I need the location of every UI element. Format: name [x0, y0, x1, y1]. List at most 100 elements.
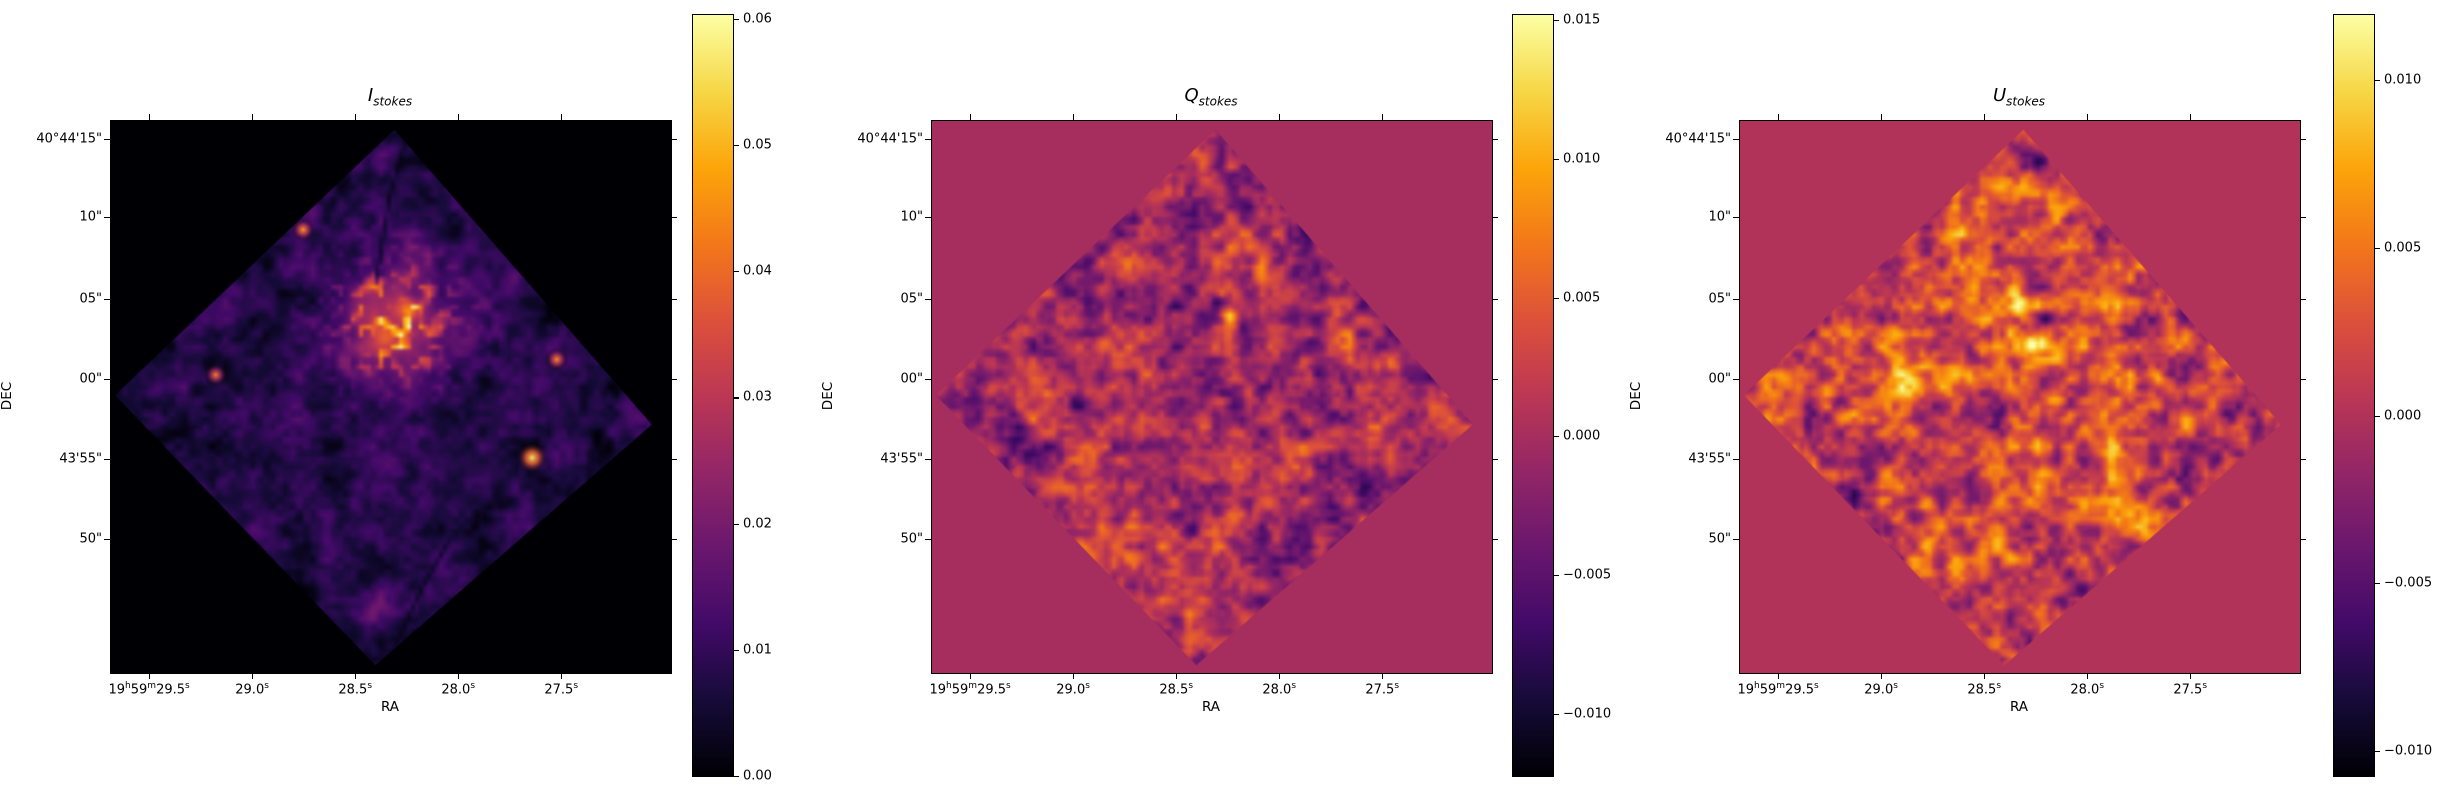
- x-tick-label: 19h59m29.5s: [929, 681, 1011, 698]
- x-tick-mark: [2087, 673, 2089, 679]
- y-tick-mark: [1733, 538, 1739, 541]
- x-tick-mark: [149, 673, 151, 679]
- y-tick-mark: [104, 378, 110, 380]
- colorbar-tick-mark: [733, 397, 739, 399]
- x-tick-label: 29.0s: [1864, 681, 1898, 698]
- y-tick-mark: [671, 298, 677, 300]
- title-subscript: stokes: [2006, 94, 2046, 109]
- x-tick-mark: [970, 673, 972, 679]
- colorbar-tick-mark: [733, 649, 739, 651]
- colorbar-tick-label: 0.010: [2384, 72, 2422, 88]
- y-tick-mark: [671, 139, 677, 141]
- colorbar-tick-mark: [2374, 247, 2380, 249]
- y-tick-label: 43'55": [1688, 451, 1731, 467]
- y-tick-label: 40°44'15": [1665, 131, 1731, 147]
- y-tick-label: 43'55": [59, 451, 102, 467]
- colorbar-tick-mark: [733, 523, 739, 525]
- y-tick-mark: [1733, 139, 1739, 141]
- y-tick-mark: [925, 378, 931, 380]
- colorbar-tick-label: −0.005: [2384, 575, 2433, 591]
- colorbar-tick-label: 0.010: [1563, 151, 1601, 167]
- panel-title-q-stokes: Qstokes: [931, 85, 1491, 109]
- x-tick-mark: [458, 114, 460, 120]
- y-tick-mark: [1492, 217, 1498, 219]
- x-tick-mark: [970, 114, 972, 120]
- y-axis-label: DEC: [0, 381, 15, 411]
- y-tick-mark: [1733, 378, 1739, 380]
- colorbar-tick-label: 0.000: [1563, 428, 1601, 444]
- colorbar-tick-mark: [1553, 297, 1559, 299]
- y-tick-mark: [925, 139, 931, 141]
- colorbar-tick-label: 0.01: [743, 642, 772, 658]
- colorbar-tick-mark: [733, 18, 739, 20]
- colorbar-tick-mark: [1553, 436, 1559, 438]
- colorbar-tick-label: 0.000: [2384, 408, 2422, 423]
- colorbar-tick-label: −0.005: [1563, 567, 1612, 583]
- y-tick-label: 10": [900, 209, 923, 225]
- colorbar-tick-mark: [733, 776, 739, 778]
- colorbar-tick-label: 0.02: [743, 516, 772, 532]
- y-tick-mark: [104, 217, 110, 219]
- panel-i-stokes-plot: 19h59m29.5s 29.0s 28.5s 28.0s 27.5s 40°44'15"…: [36, 114, 677, 697]
- y-tick-label: 50": [1708, 531, 1731, 547]
- y-tick-mark: [2300, 538, 2306, 541]
- colorbar-tick-label: 0.05: [743, 137, 772, 153]
- y-tick-mark: [1492, 139, 1498, 141]
- y-tick-mark: [104, 139, 110, 141]
- y-tick-mark: [1733, 298, 1739, 300]
- colorbar-tick-mark: [1553, 158, 1559, 160]
- y-tick-mark: [1733, 458, 1739, 460]
- x-tick-mark: [1073, 114, 1075, 120]
- colorbar-tick-mark: [733, 145, 739, 147]
- y-tick-mark: [2300, 139, 2306, 141]
- colorbar-tick-mark: [1553, 713, 1559, 715]
- x-tick-mark: [1176, 114, 1178, 120]
- colorbar-tick-label: 0.06: [743, 11, 772, 27]
- stokes-i-image: [111, 121, 671, 673]
- x-tick-mark: [1984, 673, 1986, 679]
- y-tick-mark: [1492, 298, 1498, 300]
- stokes-q-image: [932, 121, 1492, 673]
- y-tick-mark: [104, 538, 110, 541]
- title-main: U: [1992, 85, 2007, 106]
- y-tick-label: 00": [79, 371, 102, 387]
- y-tick-label: 50": [900, 531, 923, 547]
- x-tick-mark: [1382, 673, 1384, 679]
- x-axis-label: RA: [380, 699, 400, 715]
- y-tick-label: 05": [79, 291, 102, 307]
- panel-u-stokes-plot: 19h59m29.5s 29.0s 28.5s 28.0s 27.5s 40°44'15"…: [1665, 114, 2306, 697]
- x-tick-label: 19h59m29.5s: [1737, 681, 1819, 698]
- x-tick-label: 28.5s: [338, 681, 373, 698]
- panel-title-u-stokes: Ustokes: [1739, 85, 2299, 109]
- x-tick-mark: [355, 114, 357, 120]
- title-subscript: stokes: [373, 94, 413, 109]
- y-tick-mark: [671, 538, 677, 541]
- colorbar-tick-mark: [1553, 575, 1559, 577]
- x-tick-label: 19h59m29.5s: [108, 681, 190, 698]
- y-tick-mark: [925, 538, 931, 541]
- y-tick-label: 05": [900, 291, 923, 307]
- x-tick-mark: [1073, 673, 1075, 679]
- x-tick-mark: [2087, 114, 2089, 120]
- y-tick-mark: [1733, 217, 1739, 219]
- y-axis-label: DEC: [1628, 381, 1644, 411]
- x-tick-mark: [1382, 114, 1384, 120]
- x-tick-mark: [458, 673, 460, 679]
- colorbar-tick-mark: [2374, 415, 2380, 417]
- y-tick-label: 00": [1708, 371, 1731, 387]
- colorbar-tick-mark: [733, 271, 739, 273]
- x-tick-label: 28.5s: [1967, 681, 2002, 698]
- x-tick-label: 28.0s: [2070, 681, 2105, 698]
- y-tick-mark: [2300, 298, 2306, 300]
- colorbar-tick-mark: [2374, 79, 2380, 81]
- x-tick-mark: [1279, 114, 1281, 120]
- x-tick-mark: [1778, 673, 1780, 679]
- x-tick-mark: [2190, 114, 2192, 120]
- colorbar-q-stokes: 0.015 0.010 0.005 0.000 −0.005 −0.010: [1512, 13, 1611, 777]
- title-main: I: [367, 85, 374, 106]
- x-tick-mark: [1279, 673, 1281, 679]
- colorbar-tick-label: 0.005: [2384, 240, 2422, 256]
- x-tick-label: 29.0s: [1056, 681, 1090, 698]
- y-tick-mark: [925, 217, 931, 219]
